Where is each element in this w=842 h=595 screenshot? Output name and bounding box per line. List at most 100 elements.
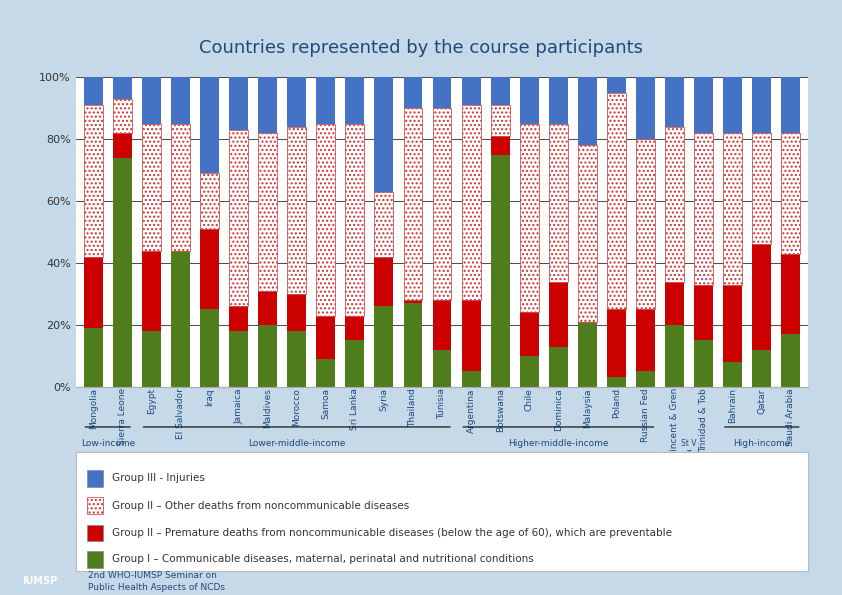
Bar (258, 325, 277, 387)
Bar (403, 303, 423, 387)
Bar (258, 291, 277, 325)
Bar (607, 77, 626, 93)
Bar (113, 158, 131, 387)
Bar (781, 334, 801, 387)
Bar (433, 300, 451, 350)
Bar (200, 77, 219, 173)
Bar (375, 306, 393, 387)
Bar (113, 99, 131, 133)
Bar (229, 306, 248, 331)
Bar (520, 77, 539, 124)
Bar (665, 77, 684, 127)
Bar (491, 155, 509, 387)
Bar (87, 525, 103, 541)
Bar (142, 331, 161, 387)
Bar (87, 551, 103, 568)
Bar (520, 124, 539, 312)
Bar (665, 281, 684, 325)
Bar (375, 257, 393, 306)
Bar (403, 77, 423, 108)
Bar (287, 127, 306, 294)
Bar (200, 309, 219, 387)
Text: Countries represented by the course participants: Countries represented by the course part… (199, 39, 643, 57)
Bar (781, 253, 801, 334)
Bar (694, 284, 713, 340)
Bar (781, 77, 801, 133)
Bar (607, 377, 626, 387)
Bar (694, 133, 713, 284)
Bar (549, 77, 568, 124)
Bar (345, 315, 365, 340)
Bar (723, 133, 742, 284)
Bar (345, 340, 365, 387)
Bar (83, 328, 103, 387)
Bar (781, 133, 801, 253)
Bar (287, 294, 306, 331)
Text: Public Health Aspects of NCDs: Public Health Aspects of NCDs (88, 583, 226, 593)
Bar (491, 136, 509, 155)
Bar (520, 312, 539, 356)
Bar (520, 356, 539, 387)
Bar (83, 105, 103, 257)
Bar (636, 309, 655, 371)
Bar (753, 133, 771, 245)
Bar (142, 250, 161, 331)
Bar (636, 77, 655, 139)
Bar (636, 139, 655, 309)
Bar (461, 105, 481, 300)
Bar (83, 77, 103, 105)
Bar (461, 77, 481, 105)
Bar (345, 124, 365, 315)
Text: Low-income: Low-income (81, 439, 135, 449)
Bar (403, 300, 423, 303)
Bar (753, 350, 771, 387)
Text: Group III - Injuries: Group III - Injuries (112, 474, 205, 483)
Bar (171, 124, 190, 250)
Bar (723, 362, 742, 387)
Bar (665, 325, 684, 387)
Text: St V
T: St V T (681, 439, 697, 459)
Bar (171, 77, 190, 124)
Bar (287, 77, 306, 127)
Bar (113, 133, 131, 158)
Bar (229, 331, 248, 387)
Bar (345, 77, 365, 124)
Bar (607, 93, 626, 309)
Bar (83, 257, 103, 328)
Bar (375, 77, 393, 192)
Bar (229, 77, 248, 130)
Bar (433, 77, 451, 108)
Bar (171, 250, 190, 387)
Text: IUMSP: IUMSP (23, 577, 57, 586)
Bar (229, 130, 248, 306)
Bar (200, 229, 219, 309)
Bar (87, 497, 103, 514)
Bar (549, 346, 568, 387)
Bar (317, 77, 335, 124)
Text: 2nd WHO-IUMSP Seminar on: 2nd WHO-IUMSP Seminar on (88, 571, 217, 581)
Bar (258, 77, 277, 133)
Bar (549, 281, 568, 346)
Bar (375, 192, 393, 257)
Bar (694, 340, 713, 387)
Bar (287, 331, 306, 387)
Text: Group II – Premature deaths from noncommunicable diseases (below the age of 60),: Group II – Premature deaths from noncomm… (112, 528, 672, 538)
Bar (200, 173, 219, 229)
Bar (607, 309, 626, 377)
Text: Group I – Communicable diseases, maternal, perinatal and nutritional conditions: Group I – Communicable diseases, materna… (112, 555, 534, 564)
Bar (403, 108, 423, 300)
Bar (549, 124, 568, 281)
Bar (694, 77, 713, 133)
Bar (723, 77, 742, 133)
Bar (317, 124, 335, 315)
Bar (113, 77, 131, 99)
Text: High-income: High-income (733, 439, 791, 449)
Bar (723, 284, 742, 362)
Bar (491, 77, 509, 105)
Bar (461, 371, 481, 387)
Bar (142, 77, 161, 124)
Bar (433, 350, 451, 387)
Text: Lower-middle-income: Lower-middle-income (248, 439, 345, 449)
Text: Group II – Other deaths from noncommunicable diseases: Group II – Other deaths from noncommunic… (112, 501, 409, 511)
Bar (753, 77, 771, 133)
